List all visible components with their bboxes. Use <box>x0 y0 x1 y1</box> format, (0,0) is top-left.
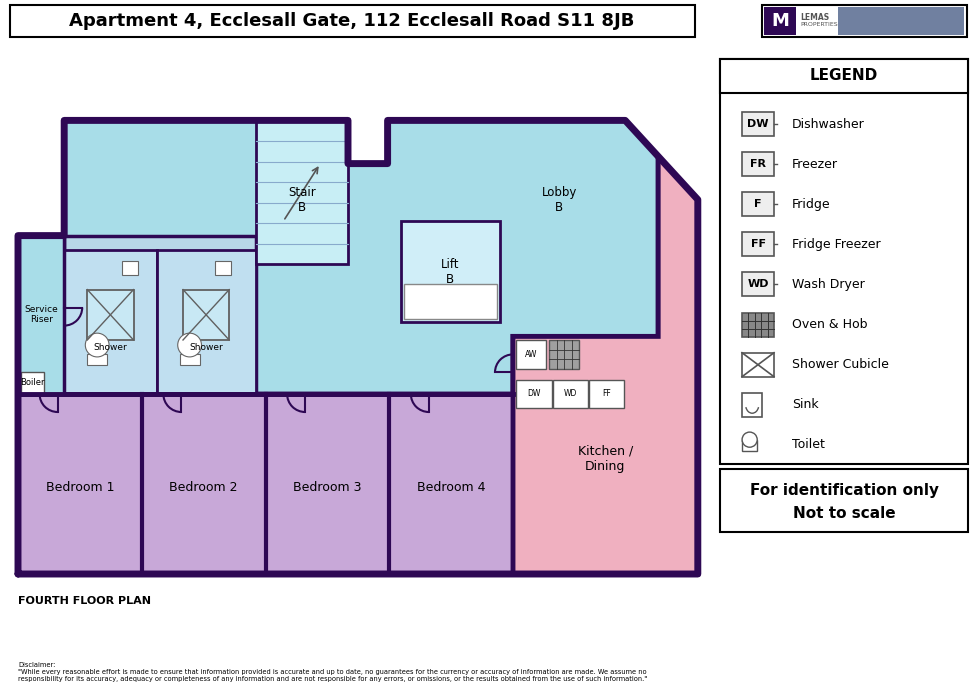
Text: Fridge: Fridge <box>792 198 831 211</box>
Circle shape <box>177 333 202 357</box>
Bar <box>183 289 229 340</box>
Bar <box>742 440 758 451</box>
Circle shape <box>742 432 758 447</box>
Text: Service
Riser: Service Riser <box>24 305 58 325</box>
Bar <box>838 7 964 35</box>
Bar <box>516 380 552 408</box>
Text: AW: AW <box>525 350 537 359</box>
Text: LEGEND: LEGEND <box>809 69 878 84</box>
Text: F: F <box>755 199 761 209</box>
Bar <box>401 221 500 322</box>
Bar <box>742 393 762 417</box>
Text: Dishwasher: Dishwasher <box>792 118 864 131</box>
Polygon shape <box>65 250 157 394</box>
Text: FF: FF <box>751 239 765 249</box>
Polygon shape <box>18 394 513 574</box>
Bar <box>742 233 774 256</box>
Bar <box>742 152 774 176</box>
Text: Disclaimer:
"While every reasonable effort is made to ensure that information pr: Disclaimer: "While every reasonable effo… <box>18 662 647 682</box>
Text: Bedroom 1: Bedroom 1 <box>46 481 115 494</box>
Text: FOURTH FLOOR PLAN: FOURTH FLOOR PLAN <box>18 596 151 606</box>
Bar <box>742 112 774 136</box>
Bar <box>742 273 774 296</box>
Polygon shape <box>157 250 256 394</box>
Bar <box>516 340 546 369</box>
Text: Fridge Freezer: Fridge Freezer <box>792 238 881 251</box>
Bar <box>215 261 230 275</box>
Text: Lobby
B: Lobby B <box>542 185 577 214</box>
Text: Shower Cubicle: Shower Cubicle <box>792 358 889 371</box>
Text: Bedroom 4: Bedroom 4 <box>416 481 485 494</box>
Bar <box>550 340 579 369</box>
Text: Bedroom 2: Bedroom 2 <box>170 481 238 494</box>
Bar <box>720 59 968 464</box>
Text: WD: WD <box>748 280 768 289</box>
Bar <box>720 59 968 93</box>
Text: Freezer: Freezer <box>792 158 838 171</box>
Text: Lift
B: Lift B <box>441 257 460 286</box>
Text: Oven & Hob: Oven & Hob <box>792 318 867 331</box>
Text: FR: FR <box>750 159 766 169</box>
Bar <box>762 5 967 37</box>
Text: WD: WD <box>564 390 577 399</box>
Text: Not to scale: Not to scale <box>793 507 896 522</box>
Text: DW: DW <box>748 119 768 129</box>
Bar <box>256 120 348 264</box>
Bar <box>764 7 796 35</box>
Bar <box>10 5 695 37</box>
Bar <box>87 354 107 365</box>
Text: DW: DW <box>527 390 541 399</box>
Polygon shape <box>18 120 659 394</box>
Text: Bedroom 3: Bedroom 3 <box>293 481 362 494</box>
Text: Shower: Shower <box>93 343 127 352</box>
Text: M: M <box>771 12 789 30</box>
Text: Boiler: Boiler <box>21 378 45 387</box>
Bar <box>742 192 774 217</box>
Text: Sink: Sink <box>792 399 818 411</box>
Bar <box>589 380 624 408</box>
Bar <box>87 289 133 340</box>
Bar <box>720 469 968 532</box>
Bar <box>553 380 588 408</box>
Polygon shape <box>513 156 698 574</box>
Text: Toilet: Toilet <box>792 439 825 451</box>
Text: Kitchen /
Dining: Kitchen / Dining <box>578 445 633 473</box>
Bar <box>404 284 497 319</box>
Text: Stair
B: Stair B <box>288 185 316 214</box>
Bar <box>742 353 774 376</box>
Text: Shower: Shower <box>189 343 223 352</box>
Text: Apartment 4, Ecclesall Gate, 112 Ecclesall Road S11 8JB: Apartment 4, Ecclesall Gate, 112 Ecclesa… <box>70 12 635 30</box>
Circle shape <box>85 333 109 357</box>
Bar <box>122 261 138 275</box>
Polygon shape <box>65 235 256 394</box>
Text: LEMAS: LEMAS <box>800 14 829 23</box>
Text: Wash Dryer: Wash Dryer <box>792 278 864 291</box>
Text: FF: FF <box>602 390 611 399</box>
Text: PROPERTIES: PROPERTIES <box>800 23 838 28</box>
Bar <box>22 372 44 392</box>
Bar <box>18 235 65 394</box>
Bar <box>742 313 774 336</box>
Bar <box>179 354 200 365</box>
Text: For identification only: For identification only <box>750 482 939 498</box>
